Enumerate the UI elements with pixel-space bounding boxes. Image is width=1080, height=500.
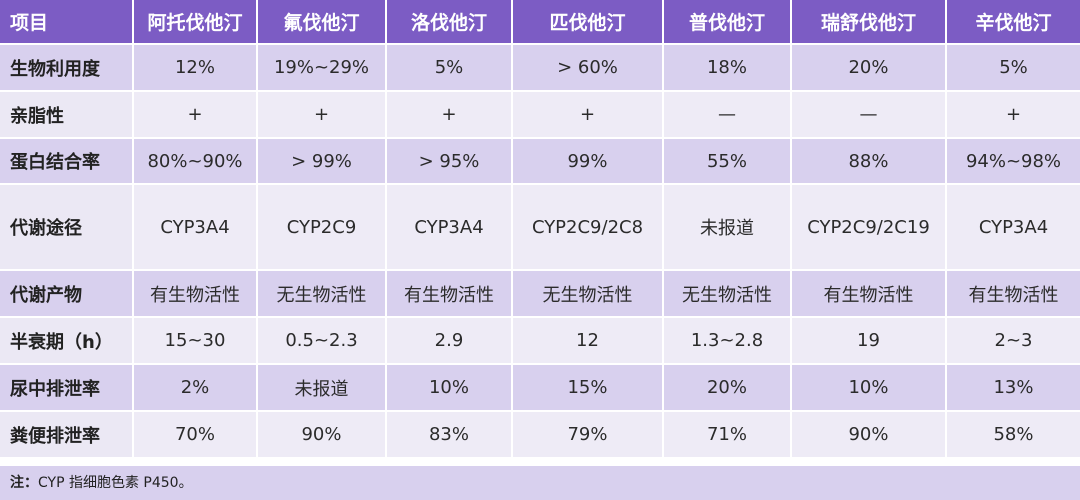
- table-row: 蛋白结合率 80%~90% > 99% > 95% 99% 55% 88% 94…: [0, 138, 1080, 185]
- table-cell: > 95%: [386, 138, 513, 185]
- table-cell: 90%: [257, 411, 387, 459]
- row-header-cell: 尿中排泄率: [0, 364, 134, 412]
- table-cell: 0.5~2.3: [257, 317, 387, 365]
- header-cell-simvastatin: 辛伐他汀: [946, 0, 1080, 45]
- row-header-cell: 生物利用度: [0, 44, 134, 92]
- table-cell: 5%: [946, 44, 1080, 92]
- footnote-label: 注：: [10, 475, 38, 491]
- table-cell: 有生物活性: [946, 270, 1080, 318]
- table-cell: 70%: [133, 411, 258, 459]
- table-cell: 有生物活性: [133, 270, 258, 318]
- table-cell: 10%: [386, 364, 513, 412]
- table-cell: +: [946, 91, 1080, 139]
- footnote-text: CYP 指细胞色素 P450。: [38, 475, 193, 491]
- table-cell: CYP3A4: [133, 184, 258, 271]
- table-cell: CYP2C9/2C8: [512, 184, 664, 271]
- table-cell: +: [386, 91, 513, 139]
- table-cell: CYP2C9: [257, 184, 387, 271]
- table-cell: —: [663, 91, 792, 139]
- table-cell: 94%~98%: [946, 138, 1080, 185]
- row-header-cell: 半衰期（h）: [0, 317, 134, 365]
- table-row: 尿中排泄率 2% 未报道 10% 15% 20% 10% 13%: [0, 364, 1080, 412]
- table-cell: 18%: [663, 44, 792, 92]
- table-cell: 79%: [512, 411, 664, 459]
- table-cell: +: [512, 91, 664, 139]
- table-cell: 有生物活性: [386, 270, 513, 318]
- header-cell-pitavastatin: 匹伐他汀: [512, 0, 664, 45]
- table-cell: 2.9: [386, 317, 513, 365]
- table-cell: 1.3~2.8: [663, 317, 792, 365]
- table-cell: 55%: [663, 138, 792, 185]
- table-cell: 58%: [946, 411, 1080, 459]
- table-cell: +: [133, 91, 258, 139]
- table-cell: CYP3A4: [946, 184, 1080, 271]
- table-header-row: 项目 阿托伐他汀 氟伐他汀 洛伐他汀 匹伐他汀 普伐他汀 瑞舒伐他汀 辛伐他汀: [0, 0, 1080, 45]
- row-header-cell: 代谢产物: [0, 270, 134, 318]
- table-footnote: 注：CYP 指细胞色素 P450。: [0, 466, 1080, 500]
- table-cell: 无生物活性: [512, 270, 664, 318]
- table-row: 粪便排泄率 70% 90% 83% 79% 71% 90% 58%: [0, 411, 1080, 459]
- table-cell: 无生物活性: [257, 270, 387, 318]
- table-cell: 80%~90%: [133, 138, 258, 185]
- table-row: 生物利用度 12% 19%~29% 5% > 60% 18% 20% 5%: [0, 44, 1080, 92]
- header-cell-fluvastatin: 氟伐他汀: [257, 0, 387, 45]
- table-cell: CYP2C9/2C19: [791, 184, 947, 271]
- table-cell: 12%: [133, 44, 258, 92]
- table-row: 代谢途径 CYP3A4 CYP2C9 CYP3A4 CYP2C9/2C8 未报道…: [0, 184, 1080, 271]
- table-cell: 2%: [133, 364, 258, 412]
- table-cell: 71%: [663, 411, 792, 459]
- table-cell: 19%~29%: [257, 44, 387, 92]
- table-cell: 83%: [386, 411, 513, 459]
- table-cell: +: [257, 91, 387, 139]
- table-cell: 90%: [791, 411, 947, 459]
- table-cell: 15%: [512, 364, 664, 412]
- table-cell: 12: [512, 317, 664, 365]
- row-header-cell: 蛋白结合率: [0, 138, 134, 185]
- header-cell-atorvastatin: 阿托伐他汀: [133, 0, 258, 45]
- header-cell-item: 项目: [0, 0, 134, 45]
- table-cell: 99%: [512, 138, 664, 185]
- table-cell: 20%: [791, 44, 947, 92]
- table-cell: 5%: [386, 44, 513, 92]
- table-cell: 20%: [663, 364, 792, 412]
- table-cell: 15~30: [133, 317, 258, 365]
- table-cell: 13%: [946, 364, 1080, 412]
- table-cell: 88%: [791, 138, 947, 185]
- table-cell: CYP3A4: [386, 184, 513, 271]
- table-cell: 19: [791, 317, 947, 365]
- header-cell-pravastatin: 普伐他汀: [663, 0, 792, 45]
- table-cell: > 60%: [512, 44, 664, 92]
- table-cell: 10%: [791, 364, 947, 412]
- header-cell-lovastatin: 洛伐他汀: [386, 0, 513, 45]
- table-cell: 未报道: [663, 184, 792, 271]
- statin-comparison-table: 项目 阿托伐他汀 氟伐他汀 洛伐他汀 匹伐他汀 普伐他汀 瑞舒伐他汀 辛伐他汀 …: [0, 0, 1080, 459]
- table-row: 亲脂性 + + + + — — +: [0, 91, 1080, 139]
- table-row: 代谢产物 有生物活性 无生物活性 有生物活性 无生物活性 无生物活性 有生物活性…: [0, 270, 1080, 318]
- table-cell: 无生物活性: [663, 270, 792, 318]
- row-header-cell: 粪便排泄率: [0, 411, 134, 459]
- row-header-cell: 亲脂性: [0, 91, 134, 139]
- table-cell: 2~3: [946, 317, 1080, 365]
- table-cell: —: [791, 91, 947, 139]
- header-cell-rosuvastatin: 瑞舒伐他汀: [791, 0, 947, 45]
- table-cell: 有生物活性: [791, 270, 947, 318]
- table-row: 半衰期（h） 15~30 0.5~2.3 2.9 12 1.3~2.8 19 2…: [0, 317, 1080, 365]
- table-cell: > 99%: [257, 138, 387, 185]
- row-header-cell: 代谢途径: [0, 184, 134, 271]
- table-cell: 未报道: [257, 364, 387, 412]
